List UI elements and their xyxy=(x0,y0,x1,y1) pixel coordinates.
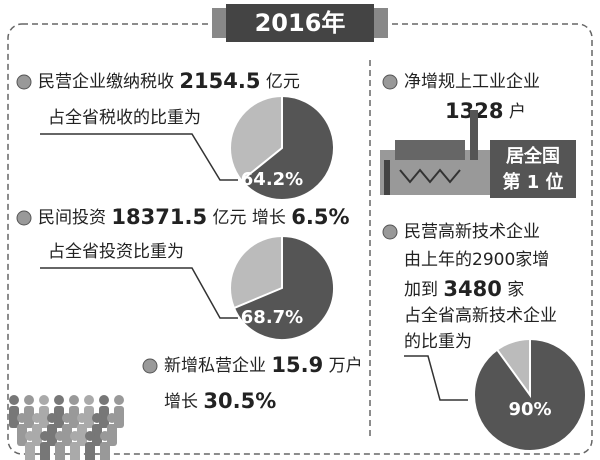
person-head xyxy=(77,413,87,423)
banner-tab xyxy=(370,8,388,38)
person-body xyxy=(55,442,65,460)
pie: 68.7% xyxy=(229,234,335,341)
person-body xyxy=(62,424,72,446)
person-head xyxy=(54,395,64,405)
person-head xyxy=(69,395,79,405)
person-body xyxy=(114,406,124,428)
person-body xyxy=(84,406,94,428)
hightech-line: 由上年的2900家增 xyxy=(404,250,549,270)
person-body xyxy=(54,406,64,428)
private-line: 新增私营企业 15.9 万户 xyxy=(164,353,363,377)
banner-tab xyxy=(212,8,230,38)
person-head xyxy=(100,431,110,441)
person-head xyxy=(32,413,42,423)
person-body xyxy=(40,442,50,460)
pointer xyxy=(404,355,468,401)
people-icons xyxy=(9,395,124,460)
person-head xyxy=(70,431,80,441)
hightech-label: 民营高新技术企业 xyxy=(404,222,540,242)
bullet xyxy=(16,210,32,226)
pointer xyxy=(40,267,238,319)
person-body xyxy=(17,424,27,446)
tax-share-title: 占全省税收的比重为 xyxy=(48,108,201,128)
person-head xyxy=(92,413,102,423)
rank-line: 第 1 位 xyxy=(502,171,563,193)
pie: 90% xyxy=(473,337,587,452)
person-head xyxy=(25,431,35,441)
person-head xyxy=(9,395,19,405)
bullet xyxy=(382,74,398,90)
industry-label: 净增规上工业企业 xyxy=(404,72,540,92)
person-body xyxy=(9,406,19,428)
person-body xyxy=(69,406,79,428)
person-head xyxy=(55,431,65,441)
investment-share-title: 占全省投资比重为 xyxy=(48,242,184,262)
bullet xyxy=(16,74,32,90)
pie: 64.2% xyxy=(229,94,335,201)
hightech-line: 加到 3480 家 xyxy=(404,277,524,301)
pie-slice xyxy=(232,234,335,341)
person-body xyxy=(25,442,35,460)
person-body xyxy=(39,406,49,428)
person-body xyxy=(32,424,42,446)
person-body xyxy=(70,442,80,460)
bullet xyxy=(382,224,398,240)
person-head xyxy=(40,431,50,441)
bullet xyxy=(142,358,158,374)
person-body xyxy=(99,406,109,428)
hightech-line: 的比重为 xyxy=(404,332,472,352)
title: 2016年 xyxy=(255,9,346,37)
person-body xyxy=(107,424,117,446)
factory xyxy=(380,110,490,195)
investment-line: 民间投资 18371.5 亿元 增长 6.5% xyxy=(38,205,350,229)
banner xyxy=(226,4,374,42)
rank-box xyxy=(490,140,576,198)
rank-line: 居全国 xyxy=(506,145,560,167)
pie-slice xyxy=(473,337,587,452)
person-body xyxy=(24,406,34,428)
person-body xyxy=(92,424,102,446)
pie-label: 68.7% xyxy=(241,307,303,328)
person-body xyxy=(100,442,110,460)
person-body xyxy=(47,424,57,446)
pie-label: 64.2% xyxy=(241,169,303,190)
person-head xyxy=(107,413,117,423)
pointer xyxy=(40,133,238,181)
frame xyxy=(7,23,593,455)
person-body xyxy=(77,424,87,446)
pie-slice xyxy=(240,94,335,201)
industry-line: 1328 户 xyxy=(445,99,526,123)
person-head xyxy=(84,395,94,405)
person-head xyxy=(62,413,72,423)
person-head xyxy=(17,413,27,423)
tax-line: 民营企业缴纳税收 2154.5 亿元 xyxy=(38,69,300,93)
person-head xyxy=(39,395,49,405)
person-head xyxy=(24,395,34,405)
person-head xyxy=(99,395,109,405)
hightech-line: 占全省高新技术企业 xyxy=(404,306,557,326)
pie-label: 90% xyxy=(508,399,551,420)
person-head xyxy=(47,413,57,423)
person-body xyxy=(85,442,95,460)
person-head xyxy=(114,395,124,405)
private-growth: 增长 30.5% xyxy=(164,389,276,413)
person-head xyxy=(85,431,95,441)
